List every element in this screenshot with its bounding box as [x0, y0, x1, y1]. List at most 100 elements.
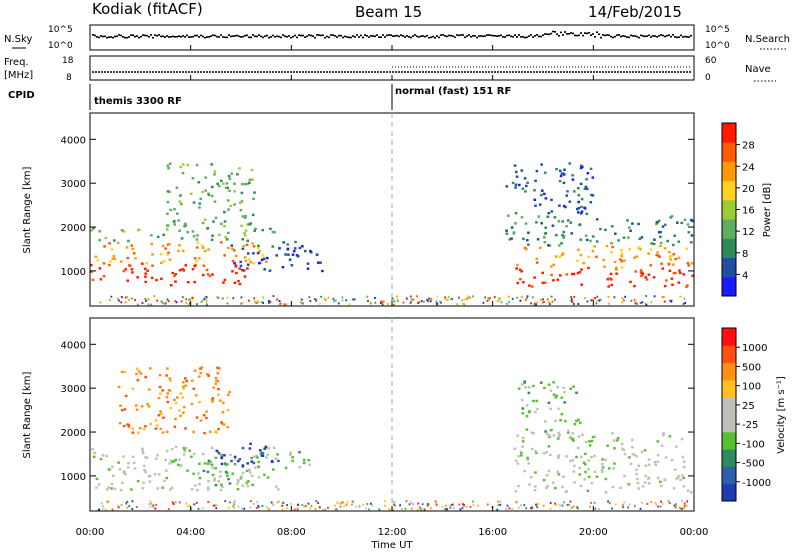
data-cell: [620, 260, 624, 263]
data-cell: [530, 431, 534, 434]
data-cell: [602, 258, 605, 262]
ground-cell: [511, 297, 514, 300]
ground-cell: [571, 298, 573, 301]
data-cell: [626, 219, 629, 222]
data-cell: [581, 433, 584, 437]
data-cell: [220, 462, 224, 466]
nsky-point: [672, 34, 674, 36]
ground-cell: [673, 504, 676, 507]
data-cell: [547, 445, 551, 448]
data-cell: [589, 201, 593, 204]
colorbar-tick-label: 4: [742, 270, 748, 281]
ground-cell: [299, 301, 302, 304]
data-cell: [535, 451, 538, 455]
data-cell: [686, 284, 689, 287]
data-cell: [90, 270, 93, 273]
data-cell: [577, 207, 581, 210]
ground-cell: [634, 301, 637, 304]
data-cell: [202, 264, 206, 267]
data-cell: [231, 472, 234, 475]
ground-cell: [324, 508, 326, 511]
data-cell: [525, 428, 529, 431]
data-cell: [93, 451, 96, 455]
data-cell: [661, 267, 665, 270]
data-cell: [578, 223, 581, 227]
data-cell: [608, 277, 611, 280]
ground-cell: [99, 301, 102, 304]
nsky-point: [318, 34, 320, 36]
data-cell: [620, 254, 624, 258]
ground-cell: [435, 302, 438, 305]
data-cell: [534, 410, 537, 414]
ground-cell: [684, 302, 687, 304]
ground-cell: [333, 300, 335, 303]
ground-cell: [663, 300, 666, 303]
data-cell: [238, 267, 242, 270]
nsky-point: [256, 35, 258, 38]
data-cell: [516, 263, 519, 267]
data-cell: [272, 446, 276, 449]
data-cell: [570, 232, 573, 235]
data-cell: [164, 247, 167, 250]
data-cell: [659, 480, 662, 483]
colorbar-segment: [722, 466, 736, 485]
data-cell: [580, 210, 584, 213]
nsky-point: [628, 36, 630, 39]
ground-cell: [633, 505, 636, 508]
ground-cell: [456, 303, 459, 306]
data-cell: [171, 271, 174, 275]
ground-cell: [653, 295, 656, 298]
data-cell: [183, 448, 186, 452]
nsky-point: [528, 35, 530, 37]
ground-cell: [203, 298, 206, 301]
data-cell: [647, 477, 650, 480]
data-cell: [601, 462, 604, 466]
data-cell: [535, 257, 538, 261]
data-cell: [680, 437, 684, 441]
data-cell: [306, 267, 310, 270]
data-cell: [241, 471, 245, 475]
data-cell: [520, 270, 523, 273]
nsky-point: [616, 34, 618, 36]
data-cell: [615, 266, 618, 269]
data-cell: [210, 461, 213, 464]
ground-cell: [293, 508, 296, 511]
ground-cell: [447, 296, 450, 298]
data-cell: [517, 455, 521, 458]
ground-cell: [337, 302, 340, 305]
data-cell: [558, 180, 562, 183]
nsky-point: [434, 36, 436, 39]
data-cell: [248, 258, 251, 261]
ground-cell: [304, 505, 307, 507]
data-cell: [287, 253, 290, 256]
data-cell: [221, 411, 225, 414]
data-cell: [102, 262, 106, 265]
data-cell: [148, 474, 152, 478]
data-cell: [558, 204, 561, 207]
data-cell: [222, 182, 225, 185]
data-cell: [565, 194, 569, 197]
data-cell: [123, 370, 127, 374]
data-cell: [679, 478, 682, 481]
data-cell: [240, 200, 244, 203]
nsky-point: [524, 36, 526, 39]
data-cell: [681, 474, 684, 477]
data-cell: [144, 456, 147, 459]
data-cell: [656, 454, 660, 457]
nsearch-tick-top: 10^5: [705, 25, 730, 35]
data-cell: [238, 458, 242, 461]
data-cell: [226, 199, 230, 202]
data-cell: [569, 221, 573, 224]
ground-cell: [549, 501, 552, 504]
data-cell: [635, 255, 639, 258]
data-cell: [519, 268, 522, 271]
data-cell: [521, 187, 525, 190]
data-cell: [166, 400, 170, 404]
data-cell: [560, 242, 563, 245]
data-cell: [527, 391, 531, 395]
data-cell: [210, 238, 214, 241]
data-cell: [298, 466, 302, 469]
data-cell: [271, 230, 275, 234]
data-cell: [522, 281, 525, 284]
data-cell: [565, 273, 569, 276]
